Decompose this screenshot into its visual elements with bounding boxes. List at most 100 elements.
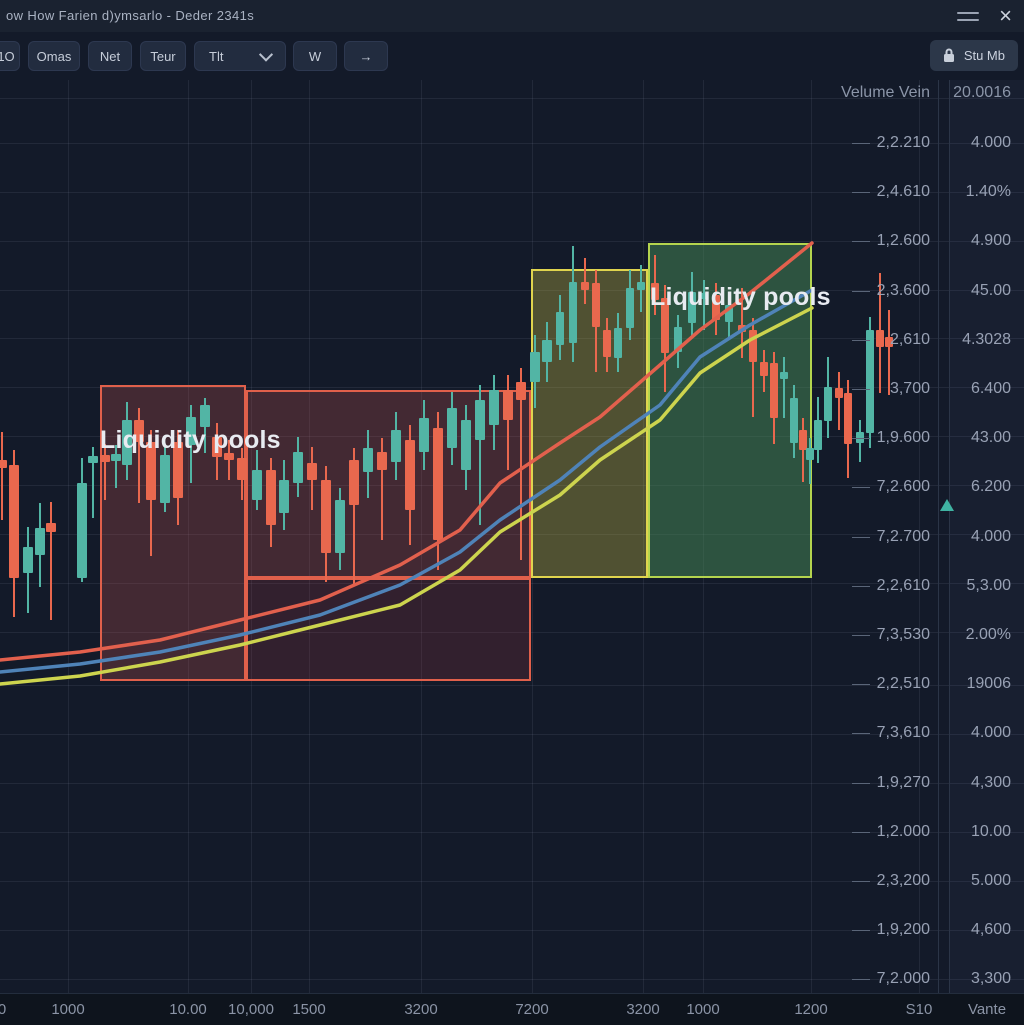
candle-down [651, 283, 659, 300]
candle-down [224, 453, 234, 460]
toolbar-button-1o[interactable]: 1O [0, 41, 20, 71]
price-axis-label: 5,3.00 [966, 576, 1011, 594]
candle-up [293, 452, 303, 483]
time-axis-label: 1000 [686, 1001, 720, 1018]
candle-down [661, 298, 669, 353]
toolbar-button-label: W [308, 48, 322, 64]
candle-up [530, 352, 540, 382]
volume-axis-label: 1,9,270 [876, 773, 930, 791]
price-axis-label: 6.400 [970, 380, 1011, 397]
candle-down [146, 442, 156, 500]
price-marker-arrow-icon [940, 499, 954, 511]
price-axis-header: 20.0016 [953, 84, 1011, 101]
time-axis-label: 1000 [51, 1001, 85, 1018]
toolbar-button-tlt[interactable]: Tlt [194, 41, 286, 71]
menu-icon[interactable] [957, 11, 980, 21]
toolbar-button-label: Teur [150, 48, 176, 64]
toolbar-button-teur[interactable]: Teur [140, 41, 186, 71]
candle-down [9, 465, 19, 578]
price-axis-label: 4.000 [970, 134, 1011, 151]
time-axis-label: 1500 [292, 1001, 326, 1018]
time-axis-label: 0 [0, 1001, 7, 1018]
candle-down [516, 382, 526, 400]
close-icon[interactable]: × [999, 3, 1012, 28]
toolbar-button-[interactable]: → [344, 41, 388, 71]
candle-down [46, 523, 56, 532]
price-axis-label: 43.00 [970, 429, 1011, 447]
candle-up [461, 420, 471, 470]
toolbar-button-w[interactable]: W [293, 41, 337, 71]
candle-up [637, 282, 645, 290]
candle-up [569, 282, 577, 343]
price-chart-canvas[interactable]: Liquidity pools Liquidity pools Velume V… [0, 80, 1024, 993]
candle-up [780, 372, 788, 379]
candle-up [122, 420, 132, 465]
candle-up [23, 547, 33, 573]
candle-up [700, 293, 708, 299]
window-controls: × [957, 4, 1012, 28]
candle-down [835, 388, 843, 398]
toolbar: 1O Omas Net Teur Tlt W → Stu Mb [0, 32, 1024, 80]
toolbar-button-label: 1O [0, 48, 15, 64]
candle-up [391, 430, 401, 462]
candle-up [866, 330, 874, 433]
candle-up [614, 328, 622, 358]
candle-down [212, 437, 222, 457]
toolbar-button-omas[interactable]: Omas [28, 41, 80, 71]
liquidity-pools-label-left: Liquidity pools [100, 426, 281, 454]
candle-down [760, 362, 768, 376]
price-axis-label: 5.000 [970, 872, 1011, 889]
candle-down [237, 458, 247, 480]
time-axis-label: 3200 [626, 1001, 660, 1018]
candle-down [100, 455, 110, 462]
candle-up [160, 455, 170, 503]
candle-up [475, 400, 485, 440]
candle-up [186, 417, 196, 445]
candle-down [134, 420, 144, 442]
price-axis-label: 4.3028 [962, 330, 1011, 348]
volume-axis-header: Velume Vein [841, 84, 930, 101]
lock-icon [943, 48, 954, 62]
candle-up [688, 292, 696, 323]
candle-up [556, 312, 564, 345]
candle-up [252, 470, 262, 500]
candle-up [419, 418, 429, 452]
toolbar-button-net[interactable]: Net [88, 41, 132, 71]
candle-down [581, 282, 589, 290]
volume-axis-label: 7,3,530 [876, 626, 930, 643]
toolbar-button-label: Tlt [209, 48, 224, 64]
price-axis-label: 4.000 [970, 724, 1011, 742]
time-axis-label: 10,000 [228, 1001, 274, 1018]
price-axis-label: 4,300 [970, 773, 1011, 791]
volume-axis-label: 1,9,200 [876, 921, 930, 939]
volume-axis-label: 7,2.700 [876, 527, 930, 545]
volume-axis-label: 2,610 [889, 330, 930, 348]
candle-down [885, 337, 893, 347]
candle-up [824, 387, 832, 421]
time-axis-label: 1200 [794, 1001, 828, 1018]
liquidity-zone-red-lower [246, 578, 531, 681]
volume-axis-label: 1,9.600 [876, 429, 930, 447]
volume-axis-label: 7,2.600 [876, 478, 930, 496]
price-axis-background [949, 80, 1024, 993]
volume-axis-label: 2,3.600 [876, 281, 930, 299]
price-axis-label: 19006 [966, 675, 1012, 693]
candle-up [856, 432, 864, 443]
candle-up [489, 390, 499, 425]
stu-mb-button[interactable]: Stu Mb [929, 40, 1018, 71]
candle-down [0, 460, 7, 468]
price-axis-label: 4.000 [970, 527, 1011, 545]
candle-up [363, 448, 373, 472]
candle-down [377, 452, 387, 470]
time-axis-label: 3200 [404, 1001, 438, 1018]
candle-down [603, 330, 611, 357]
candle-down [844, 393, 852, 444]
candle-down [321, 480, 331, 553]
candle-down [503, 390, 513, 420]
candle-down [592, 283, 600, 327]
ma-mid [0, 288, 814, 674]
axis-separator [938, 80, 939, 993]
candle-up [542, 340, 552, 362]
volume-axis-label: 2,4.610 [876, 183, 930, 201]
